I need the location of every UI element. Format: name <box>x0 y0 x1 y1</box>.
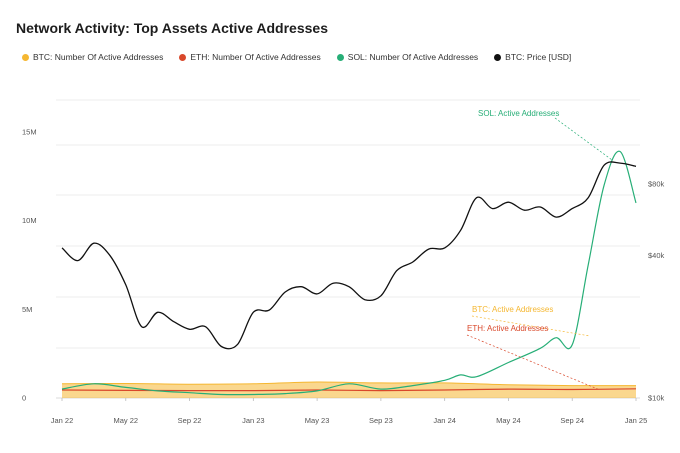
x-tick-label: Jan 22 <box>51 416 74 425</box>
y-right-tick-label: $80k <box>648 180 665 189</box>
y-right-tick-label: $10k <box>648 394 665 403</box>
series-line-btc-addresses <box>61 381 637 387</box>
y-left-tick-label: 5M <box>22 305 32 314</box>
y-left-tick-label: 10M <box>22 216 37 225</box>
annotation-label: BTC: Active Addresses <box>472 305 553 314</box>
legend-swatch-eth-addresses <box>179 53 187 61</box>
x-tick-label: Sep 24 <box>560 416 584 425</box>
y-left-tick-label: 0 <box>22 394 26 403</box>
x-axis: Jan 22 May 22 Sep 22 Jan 23 May 23 Sep 23 Jan … <box>51 398 648 425</box>
series-line-btc-price <box>61 161 637 350</box>
y-left-tick-label: 15M <box>22 128 37 137</box>
x-tick-label: Jan 23 <box>242 416 265 425</box>
series-line-sol-addresses <box>61 150 637 396</box>
annotation-label: SOL: Active Addresses <box>478 109 559 118</box>
x-tick-label: Jan 25 <box>625 416 648 425</box>
chart-legend: BTC: Number Of Active Addresses ETH: Num… <box>22 52 571 62</box>
legend-label: ETH: Number Of Active Addresses <box>190 52 321 62</box>
legend-item-sol-addresses[interactable]: SOL: Number Of Active Addresses <box>336 52 479 62</box>
y-axis-left: 0 5M 10M 15M <box>22 128 37 403</box>
annotation-leader-line <box>466 334 601 391</box>
y-axis-right: $10k $40k $80k <box>648 180 665 403</box>
x-tick-label: May 22 <box>113 416 138 425</box>
legend-item-btc-addresses[interactable]: BTC: Number Of Active Addresses <box>22 52 163 62</box>
legend-item-eth-addresses[interactable]: ETH: Number Of Active Addresses <box>179 52 321 62</box>
line-series-group <box>61 150 637 396</box>
grid-lines <box>56 99 640 399</box>
x-tick-label: May 23 <box>305 416 330 425</box>
legend-swatch-btc-addresses <box>22 53 29 61</box>
legend-label: BTC: Price [USD] <box>505 52 572 62</box>
x-tick-label: Jan 24 <box>433 416 456 425</box>
annotation-leader-line <box>554 117 613 161</box>
x-tick-label: Sep 22 <box>178 416 202 425</box>
legend-swatch-sol-addresses <box>336 53 344 61</box>
annotation-label: ETH: Active Addresses <box>467 324 548 333</box>
legend-item-btc-price[interactable]: BTC: Price [USD] <box>494 52 571 62</box>
page-title: Network Activity: Top Assets Active Addr… <box>16 20 328 36</box>
x-tick-label: Sep 23 <box>369 416 393 425</box>
legend-label: BTC: Number Of Active Addresses <box>33 52 164 62</box>
x-tick-label: May 24 <box>496 416 521 425</box>
annotations: SOL: Active Addresses BTC: Active Address… <box>466 109 613 391</box>
legend-swatch-btc-price <box>494 53 502 61</box>
legend-label: SOL: Number Of Active Addresses <box>347 52 479 62</box>
y-right-tick-label: $40k <box>648 251 665 260</box>
